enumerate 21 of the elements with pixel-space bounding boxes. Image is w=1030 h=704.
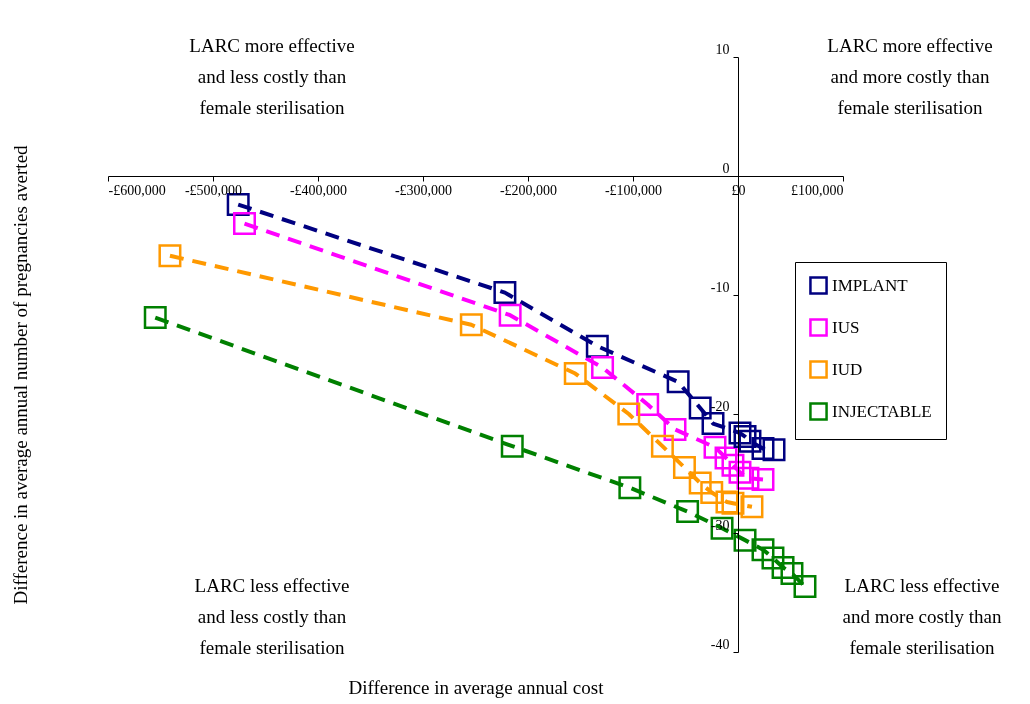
x-tick-label: -£500,000 [184,182,243,198]
annotation: LARC more effective and less costly than female sterilisation [189,35,355,118]
x-tick-label: -£300,000 [394,182,453,198]
y-tick-label: 10 [715,41,730,57]
annotation: LARC more effective and more costly than female sterilisation [827,35,993,118]
y-tick-label: -40 [710,636,730,652]
legend-label: INJECTABLE [832,401,932,421]
y-tick-label: 0 [722,160,730,176]
x-tick-label: -£100,000 [604,182,663,198]
x-tick-label: -£200,000 [499,182,558,198]
legend-label: IUS [832,317,860,337]
annotation: LARC less effective and less costly than female sterilisation [194,575,350,658]
legend-label: IUD [832,359,863,379]
annotation: LARC less effective and more costly than female sterilisation [842,575,1002,658]
legend-label: IMPLANT [832,275,909,295]
x-tick-label: -£600,000 [108,182,166,198]
x-tick-label: £100,000 [791,182,844,198]
y-tick-label: -10 [710,279,730,295]
y-axis-title: Difference in average annual number of pregnancies averted [9,144,31,605]
x-tick-label: -£400,000 [289,182,348,198]
x-axis-title: Difference in average annual cost [348,676,605,698]
